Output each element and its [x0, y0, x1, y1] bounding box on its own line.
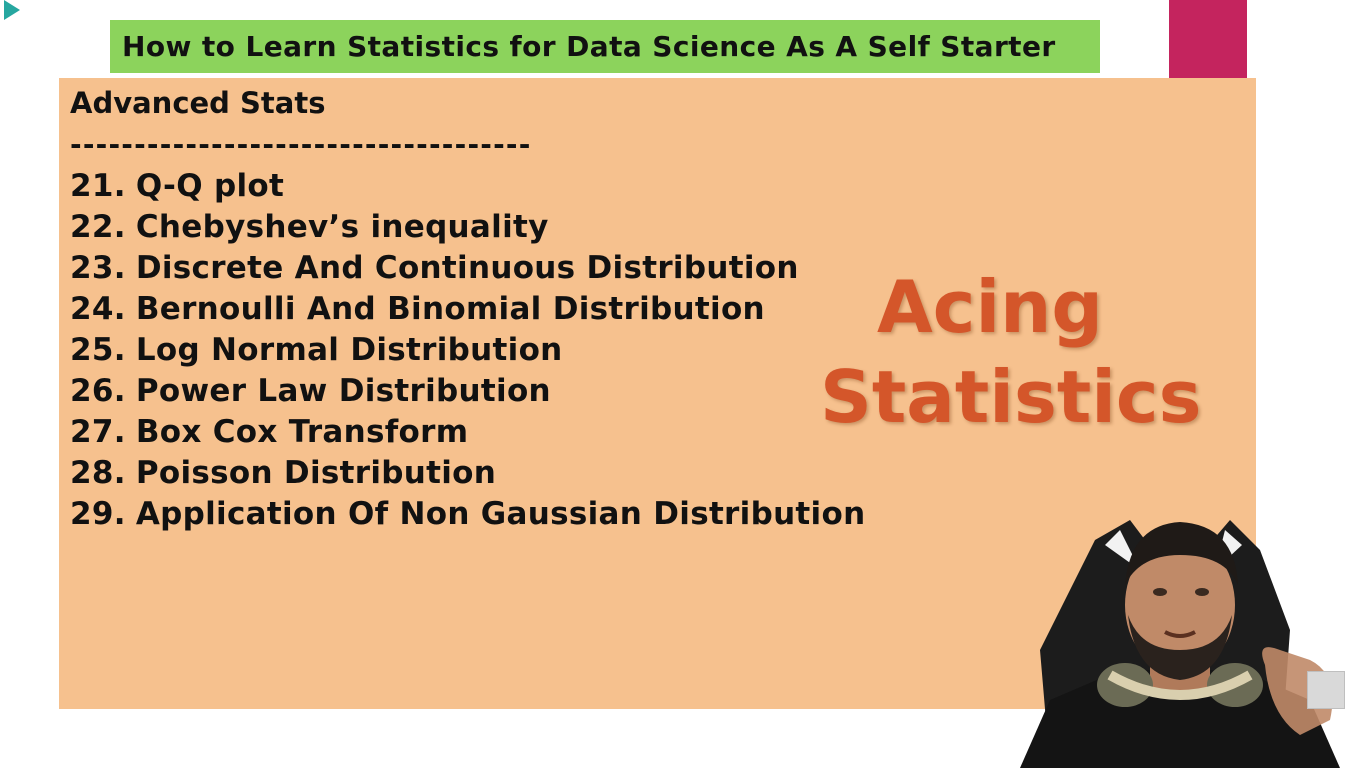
highlight-line-2: Statistics	[820, 355, 1202, 439]
accent-bar	[1169, 0, 1247, 84]
slide-title: How to Learn Statistics for Data Science…	[122, 30, 1056, 63]
topic-item: 22. Chebyshev’s inequality	[70, 207, 865, 248]
topic-item: 27. Box Cox Transform	[70, 412, 865, 453]
topic-number: 25.	[70, 332, 126, 368]
topic-number: 29.	[70, 496, 126, 532]
highlight-title: Acing Statistics	[820, 262, 1202, 442]
topic-item: 26. Power Law Distribution	[70, 371, 865, 412]
channel-avatar-icon[interactable]	[1307, 671, 1345, 709]
topic-label: Q-Q plot	[135, 168, 285, 204]
title-banner: How to Learn Statistics for Data Science…	[110, 20, 1100, 73]
topic-label: Chebyshev’s inequality	[135, 209, 549, 245]
heading-divider: ------------------------------------	[70, 128, 532, 161]
highlight-line-1: Acing	[877, 265, 1103, 349]
topic-label: Log Normal Distribution	[135, 332, 563, 368]
topic-label: Bernoulli And Binomial Distribution	[135, 291, 765, 327]
topic-label: Box Cox Transform	[135, 414, 469, 450]
topic-number: 27.	[70, 414, 126, 450]
topic-label: Discrete And Continuous Distribution	[135, 250, 799, 286]
content-panel	[59, 78, 1256, 709]
topic-number: 26.	[70, 373, 126, 409]
topic-number: 22.	[70, 209, 126, 245]
presenter-webcam	[1010, 500, 1366, 768]
topic-item: 24. Bernoulli And Binomial Distribution	[70, 289, 865, 330]
topic-item: 25. Log Normal Distribution	[70, 330, 865, 371]
topic-item: 28. Poisson Distribution	[70, 453, 865, 494]
topic-number: 24.	[70, 291, 126, 327]
topic-item: 21. Q-Q plot	[70, 166, 865, 207]
topic-number: 23.	[70, 250, 126, 286]
presenter-illustration	[1020, 520, 1340, 768]
topic-label: Application Of Non Gaussian Distribution	[135, 496, 866, 532]
topic-label: Poisson Distribution	[135, 455, 497, 491]
topic-number: 21.	[70, 168, 126, 204]
topic-item: 29. Application Of Non Gaussian Distribut…	[70, 494, 865, 535]
topic-label: Power Law Distribution	[135, 373, 551, 409]
topic-item: 23. Discrete And Continuous Distribution	[70, 248, 865, 289]
topic-list: 21. Q-Q plot 22. Chebyshev’s inequality 23. D…	[70, 166, 865, 535]
topic-number: 28.	[70, 455, 126, 491]
section-heading: Advanced Stats	[70, 86, 326, 120]
